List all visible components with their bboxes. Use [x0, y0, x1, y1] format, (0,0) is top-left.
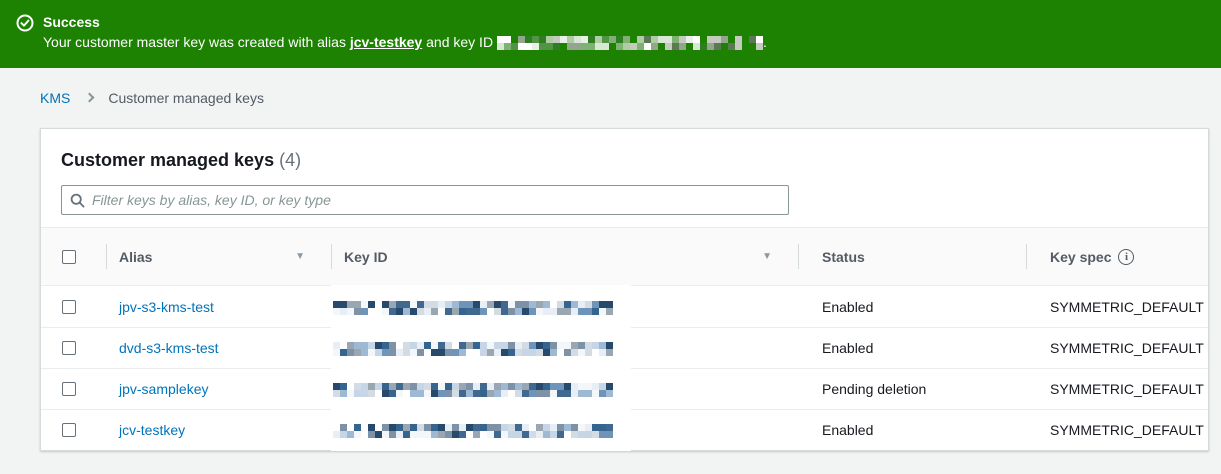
customer-managed-keys-panel: Customer managed keys (4) Alias ▼ Key ID…: [40, 128, 1209, 452]
status-cell: Enabled: [822, 422, 874, 438]
page-title-text: Customer managed keys: [61, 150, 275, 170]
sort-icon-key-id[interactable]: ▼: [762, 250, 772, 262]
table-row: dvd-s3-kms-test Enabled SYMMETRIC_DEFAUL…: [41, 326, 1208, 370]
status-cell: Pending deletion: [822, 381, 927, 397]
page-title: Customer managed keys (4): [61, 149, 1188, 171]
column-header-key-id[interactable]: Key ID ▼: [331, 228, 798, 285]
banner-message-prefix: Your customer master key was created wit…: [43, 34, 350, 50]
info-icon[interactable]: i: [1118, 248, 1135, 265]
key-spec-cell: SYMMETRIC_DEFAULT: [1050, 381, 1204, 397]
redacted-key-id: [331, 326, 631, 370]
key-count-badge: (4): [279, 150, 302, 170]
search-icon: [70, 193, 85, 208]
row-checkbox[interactable]: [62, 382, 76, 396]
breadcrumb-link-kms[interactable]: KMS: [40, 89, 71, 106]
row-checkbox[interactable]: [62, 341, 76, 355]
redacted-key-id: [331, 408, 631, 452]
alias-link[interactable]: jpv-samplekey: [119, 381, 209, 397]
breadcrumb: KMS Customer managed keys: [0, 68, 1221, 110]
sort-icon-alias[interactable]: ▼: [295, 250, 305, 262]
alias-link[interactable]: jcv-testkey: [119, 422, 186, 438]
redacted-key-id: [331, 367, 631, 411]
column-header-status: Status: [798, 228, 1026, 285]
chevron-right-icon: [84, 92, 95, 103]
table-body: jpv-s3-kms-test Enabled SYMMETRIC_DEFAUL…: [41, 285, 1208, 452]
key-spec-cell: SYMMETRIC_DEFAULT: [1050, 422, 1204, 438]
column-header-alias[interactable]: Alias ▼: [106, 228, 331, 285]
column-divider: [331, 244, 332, 269]
column-divider: [106, 244, 107, 269]
status-cell: Enabled: [822, 298, 874, 315]
banner-message-suffix: .: [762, 34, 767, 50]
redacted-key-id: [496, 35, 763, 50]
filter-keys-searchbox[interactable]: [61, 185, 789, 215]
banner-alias-link[interactable]: jcv-testkey: [349, 34, 423, 50]
banner-title: Success: [43, 14, 100, 30]
table-row: jpv-samplekey Pending deletion SYMMETRIC…: [41, 367, 1208, 411]
table-row: jpv-s3-kms-test Enabled SYMMETRIC_DEFAUL…: [41, 285, 1208, 328]
key-spec-cell: SYMMETRIC_DEFAULT: [1050, 298, 1204, 315]
column-divider: [798, 244, 799, 269]
success-banner: Success Your customer master key was cre…: [0, 0, 1221, 68]
select-all-checkbox[interactable]: [62, 249, 76, 264]
row-checkbox[interactable]: [62, 423, 76, 437]
alias-link[interactable]: jpv-s3-kms-test: [119, 298, 214, 315]
banner-message: Your customer master key was created wit…: [43, 32, 767, 53]
redacted-key-id: [331, 285, 631, 328]
key-spec-cell: SYMMETRIC_DEFAULT: [1050, 340, 1204, 356]
status-cell: Enabled: [822, 340, 874, 356]
table-header: Alias ▼ Key ID ▼ Status Key spec i: [41, 227, 1208, 286]
banner-message-middle: and key ID: [422, 34, 497, 50]
column-header-key-spec: Key spec i: [1026, 228, 1208, 285]
breadcrumb-current-page: Customer managed keys: [108, 89, 264, 106]
column-divider: [1026, 244, 1027, 269]
success-check-icon: [16, 14, 34, 35]
search-input[interactable]: [92, 192, 780, 208]
table-row: jcv-testkey Enabled SYMMETRIC_DEFAULT: [41, 408, 1208, 452]
alias-link[interactable]: dvd-s3-kms-test: [119, 340, 219, 356]
row-checkbox[interactable]: [62, 299, 76, 314]
